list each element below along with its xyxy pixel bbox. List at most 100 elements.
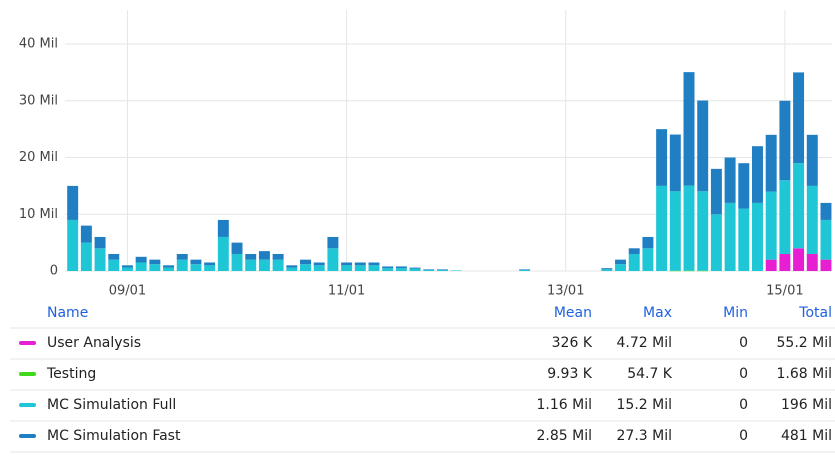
bar-segment xyxy=(368,262,380,266)
legend-stat: 0 xyxy=(739,366,748,382)
bar-segment xyxy=(656,185,668,271)
bar-segment xyxy=(409,267,421,269)
bar-segment xyxy=(231,253,243,271)
legend-header: Max xyxy=(643,305,672,321)
bar-segment xyxy=(765,191,777,260)
bar-segment xyxy=(395,266,407,269)
x-tick-label: 15/01 xyxy=(766,284,803,299)
bar-segment xyxy=(94,236,106,249)
bar-segment xyxy=(779,100,791,181)
bar-segment xyxy=(163,267,175,271)
bar-segment xyxy=(382,266,394,269)
bar-segment xyxy=(806,185,818,254)
bar-segment xyxy=(436,269,448,270)
legend-stat: 326 K xyxy=(552,335,593,351)
legend-name: Testing xyxy=(46,366,96,382)
bar-segment xyxy=(121,267,133,271)
bar-segment xyxy=(409,268,421,271)
y-tick-label: 0 xyxy=(50,264,58,279)
bar-segment xyxy=(820,219,832,260)
bar-segment xyxy=(615,264,627,271)
bar-segment xyxy=(245,259,257,271)
bar-segment xyxy=(724,202,736,271)
bar-segment xyxy=(601,269,613,271)
bar-segment xyxy=(395,268,407,271)
y-tick-label: 20 Mil xyxy=(19,150,58,165)
legend-stat: 0 xyxy=(739,428,748,444)
bar-segment xyxy=(327,236,339,249)
bar-segment xyxy=(738,163,750,209)
bar-segment xyxy=(341,265,353,271)
bar-segment xyxy=(710,214,722,271)
bar-segment xyxy=(519,269,531,270)
bar-segment xyxy=(204,265,216,271)
bar-segment xyxy=(765,134,777,192)
legend-header: Mean xyxy=(554,305,592,321)
legend-stat: 27.3 Mil xyxy=(617,428,672,444)
bar-segment xyxy=(793,248,805,271)
bar-segment xyxy=(697,270,709,272)
bar-segment xyxy=(176,259,188,271)
bar-segment xyxy=(190,264,202,271)
bar-segment xyxy=(806,253,818,271)
bar-segment xyxy=(423,269,435,270)
bar-segment xyxy=(217,219,229,237)
bar-segment xyxy=(628,253,640,271)
bar-segment xyxy=(738,208,750,271)
bar-segment xyxy=(669,191,681,271)
bar-segment xyxy=(245,253,257,260)
bar-segment xyxy=(217,236,229,271)
bar-segment xyxy=(656,129,668,186)
bar-segment xyxy=(272,259,284,271)
bar-segment xyxy=(793,72,805,164)
legend-stat: 0 xyxy=(739,397,748,413)
bar-segment xyxy=(669,270,681,272)
bar-segment xyxy=(450,270,462,271)
bar-segment xyxy=(683,185,695,271)
bar-segment xyxy=(628,248,640,254)
bar-segment xyxy=(327,248,339,271)
legend-swatch xyxy=(19,341,36,345)
legend-stat: 4.72 Mil xyxy=(617,335,672,351)
bar-segment xyxy=(779,253,791,271)
bar-segment xyxy=(67,185,79,220)
bar-segment xyxy=(683,270,695,272)
bar-segment xyxy=(258,259,270,271)
bar-segment xyxy=(108,253,120,260)
bar-segment xyxy=(300,259,311,265)
bar-segment xyxy=(313,262,325,266)
legend-stat: 54.7 K xyxy=(627,366,673,382)
bar-segment xyxy=(67,219,79,271)
bar-segment xyxy=(779,180,791,254)
legend-stat: 2.85 Mil xyxy=(537,428,592,444)
bar-segment xyxy=(724,157,736,203)
legend-swatch xyxy=(19,403,36,407)
bar-segment xyxy=(94,248,106,271)
bar-segment xyxy=(368,265,380,271)
y-tick-label: 40 Mil xyxy=(19,37,58,52)
bar-segment xyxy=(313,265,325,271)
bar-segment xyxy=(163,265,175,268)
bar-segment xyxy=(642,248,654,271)
bar-segment xyxy=(642,236,654,249)
bar-segment xyxy=(382,268,394,271)
bar-segment xyxy=(710,168,722,215)
bar-segment xyxy=(601,268,613,270)
bar-segment xyxy=(820,259,832,271)
bar-segment xyxy=(752,146,763,203)
bar-segment xyxy=(190,259,202,265)
bar-segment xyxy=(354,265,366,271)
bar-segment xyxy=(80,242,92,271)
bar-segment xyxy=(519,269,531,271)
bar-segment xyxy=(669,134,681,192)
bar-segment xyxy=(272,253,284,260)
legend-name: MC Simulation Fast xyxy=(47,428,181,444)
legend-stat: 15.2 Mil xyxy=(617,397,672,413)
bar-segment xyxy=(793,163,805,249)
legend-name: User Analysis xyxy=(47,335,141,351)
bar-segment xyxy=(806,134,818,186)
bar-segment xyxy=(354,262,366,266)
y-tick-label: 30 Mil xyxy=(19,93,58,108)
x-tick-label: 13/01 xyxy=(547,284,584,299)
legend-header: Min xyxy=(723,305,748,321)
